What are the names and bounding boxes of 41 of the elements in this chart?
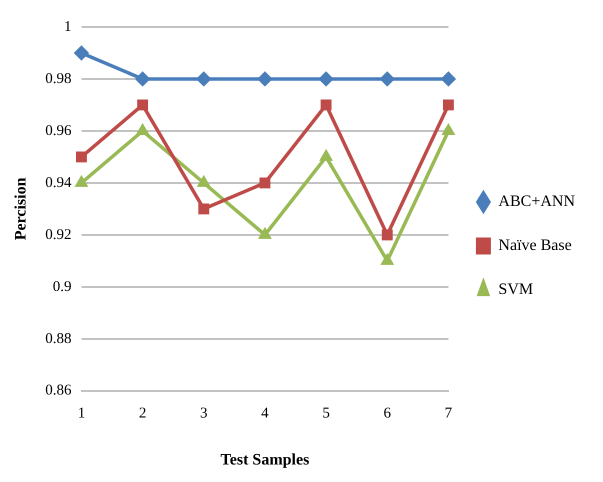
point xyxy=(258,227,272,239)
point xyxy=(74,45,89,60)
point xyxy=(76,151,87,162)
point xyxy=(259,177,270,188)
point xyxy=(320,149,333,161)
point xyxy=(197,175,210,187)
legend-label: SVM xyxy=(498,281,534,298)
y-tick-label: 1 xyxy=(64,18,72,35)
point xyxy=(135,71,150,86)
x-tick-label: 2 xyxy=(138,406,146,422)
point xyxy=(136,123,150,135)
point xyxy=(320,100,332,110)
point xyxy=(257,71,272,86)
x-tick-label: 6 xyxy=(384,406,392,422)
point xyxy=(380,71,395,86)
x-axis-title: Test Samples xyxy=(220,452,310,469)
point xyxy=(198,203,210,214)
point xyxy=(137,100,148,110)
x-tick-label: 7 xyxy=(444,406,453,422)
point xyxy=(442,123,455,135)
y-tick-label: 0.86 xyxy=(45,382,72,399)
y-tick-label: 0.94 xyxy=(45,174,72,191)
y-tick-label: 0.92 xyxy=(45,226,72,243)
point xyxy=(196,71,212,86)
x-tick-label: 3 xyxy=(200,406,208,422)
y-tick-label: 0.96 xyxy=(45,122,72,139)
point xyxy=(318,71,334,86)
y-axis-title: Percision xyxy=(12,177,30,240)
point xyxy=(380,253,394,265)
point xyxy=(74,175,88,187)
y-tick-label: 0.9 xyxy=(52,278,72,295)
legend-label: Naïve Base xyxy=(498,237,572,254)
point xyxy=(442,100,454,110)
x-tick-label: 4 xyxy=(261,406,270,422)
legend-label: ABC+ANN xyxy=(498,193,576,210)
x-tick-label: 1 xyxy=(78,406,86,422)
point xyxy=(440,71,456,86)
y-tick-label: 0.98 xyxy=(45,70,72,87)
y-tick-label: 0.88 xyxy=(45,330,72,347)
point xyxy=(382,229,393,240)
x-tick-label: 5 xyxy=(322,406,330,422)
